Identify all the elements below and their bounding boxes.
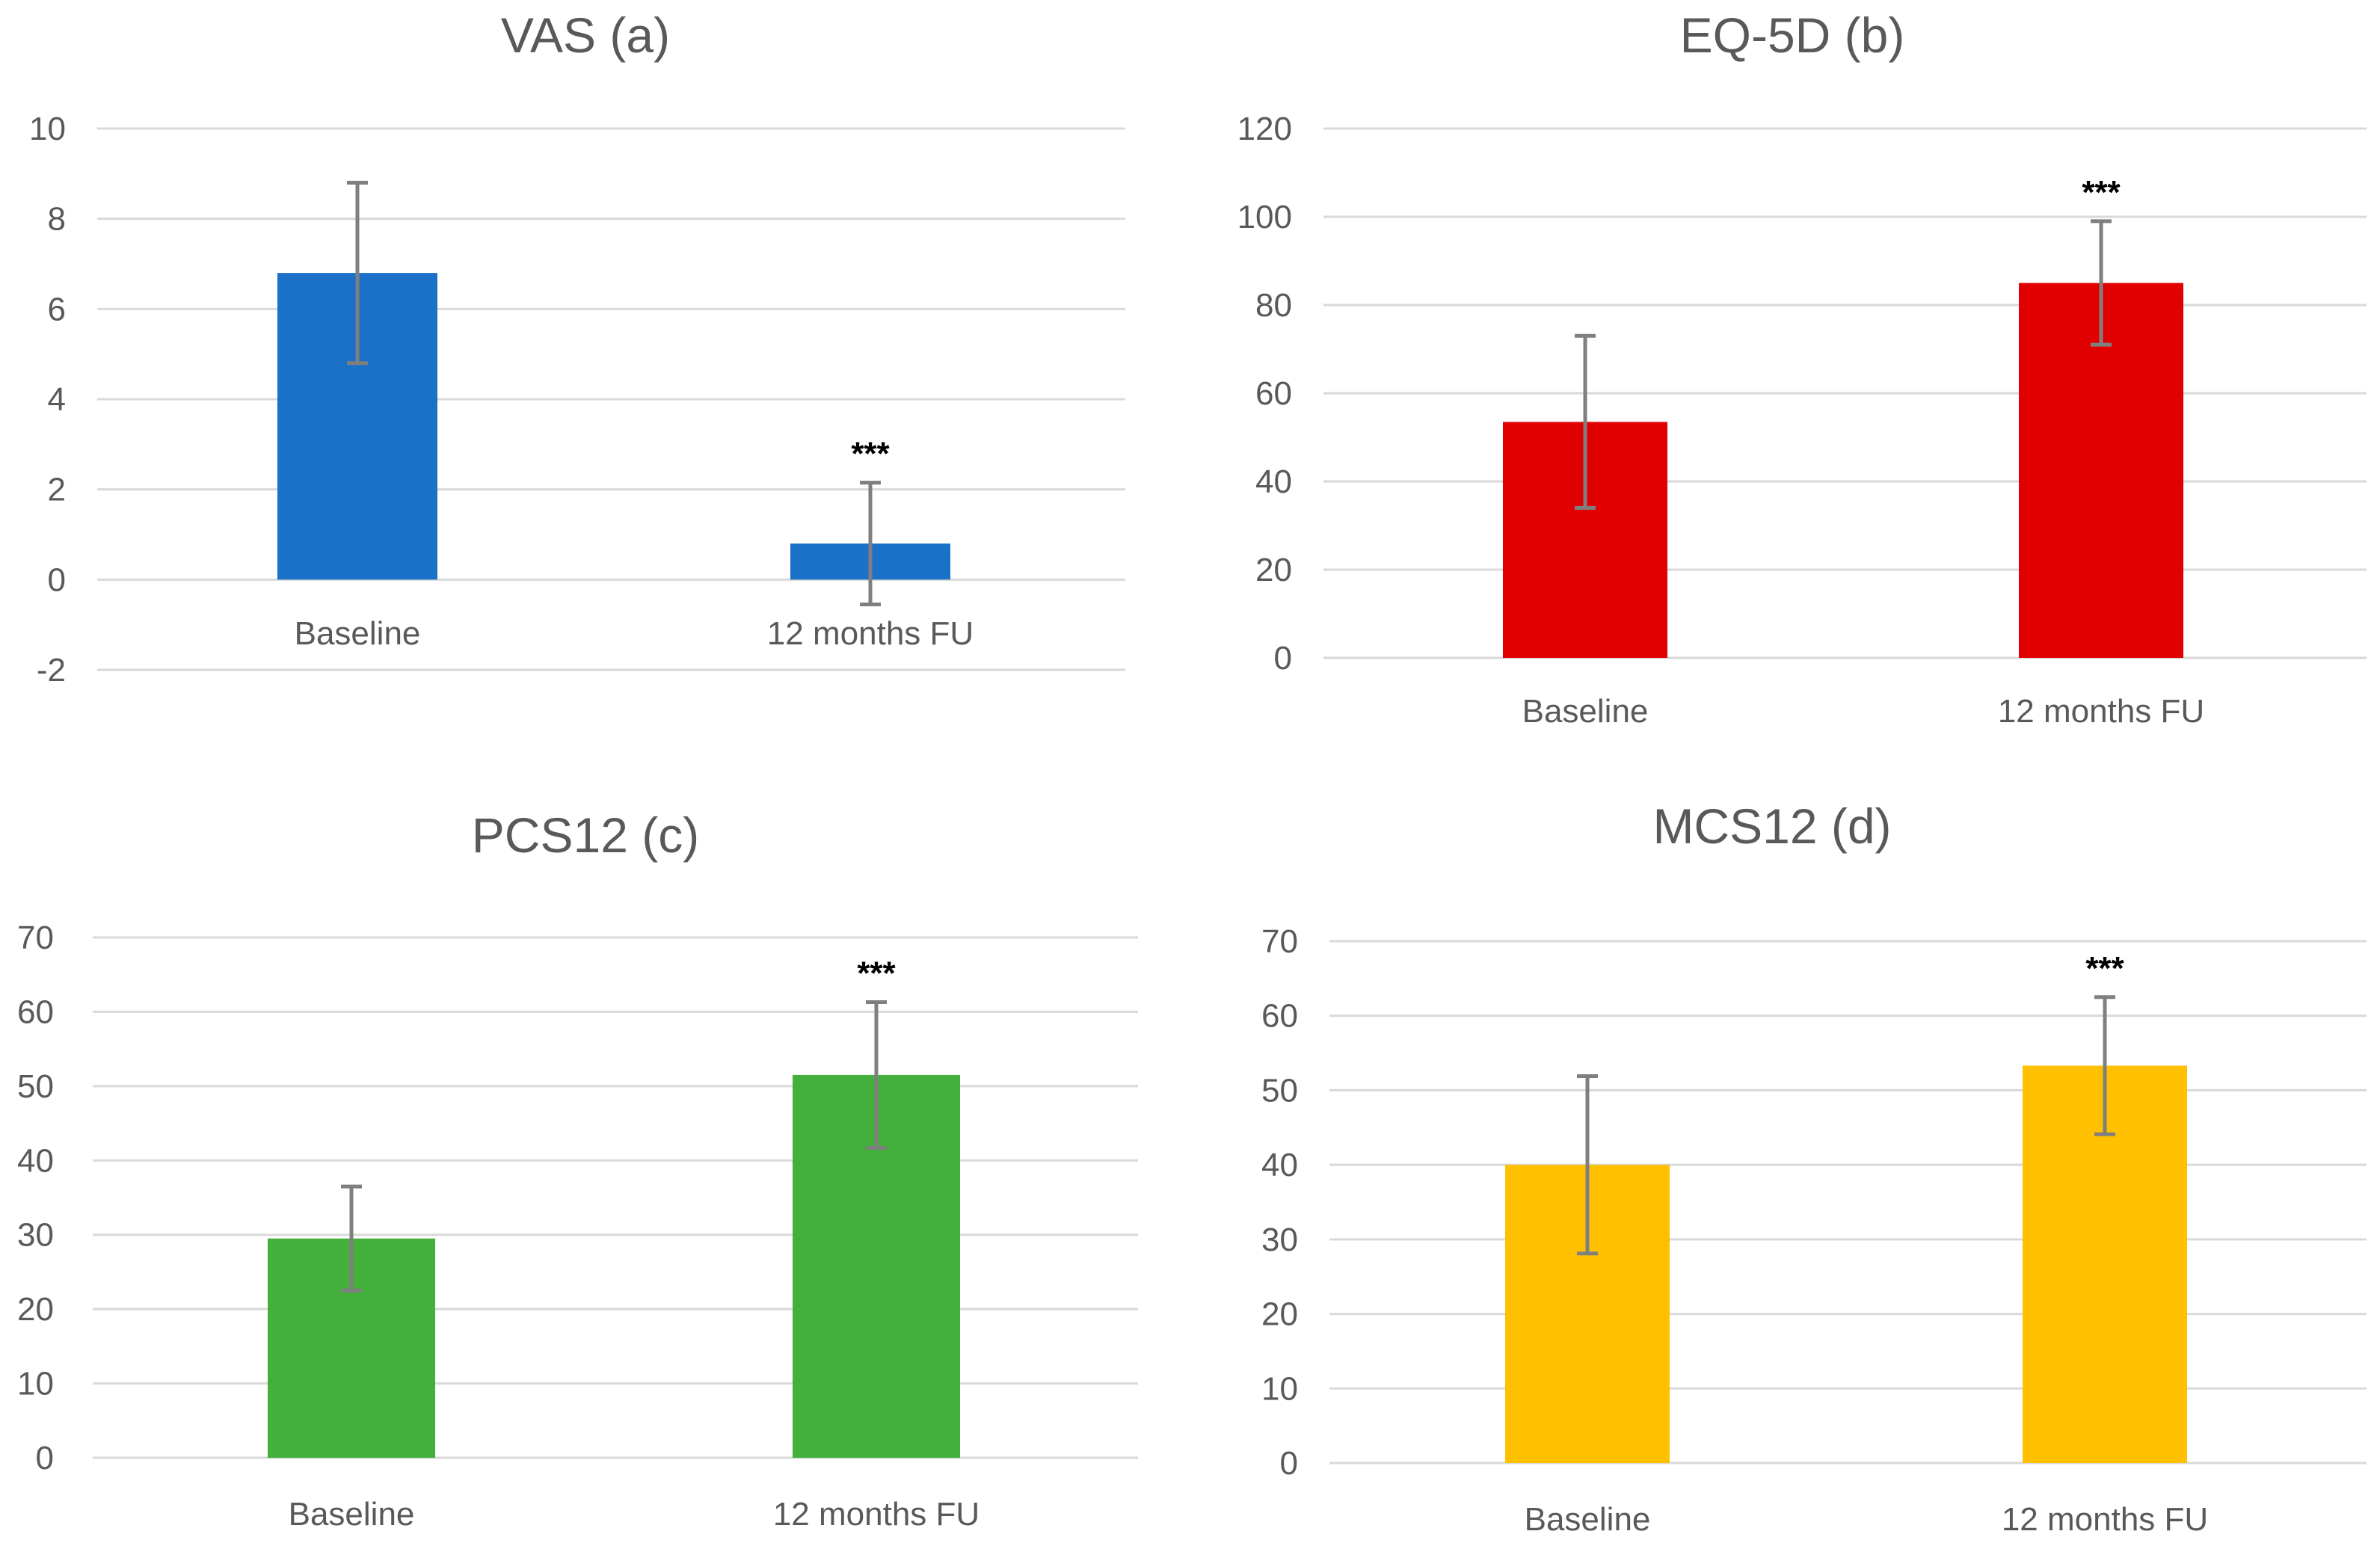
error-bar-1 bbox=[341, 1184, 362, 1293]
y-tick-label: 70 bbox=[17, 920, 54, 956]
error-bar-2 bbox=[2094, 995, 2115, 1136]
chart-panel-1: VAS (a) -2 0 2 4 6 8 10 Baseline *** 12 months FU bbox=[29, 7, 1125, 689]
y-tick-label: 8 bbox=[48, 201, 66, 238]
y-tick-label: 50 bbox=[1261, 1072, 1298, 1109]
chart-title: PCS12 (c) bbox=[472, 807, 699, 863]
chart-title: VAS (a) bbox=[501, 7, 670, 63]
y-tick-label: 20 bbox=[1255, 552, 1292, 588]
x-category-label: 12 months FU bbox=[773, 1496, 980, 1533]
y-tick-label: 50 bbox=[17, 1068, 54, 1105]
significance-marker: *** bbox=[2085, 950, 2124, 987]
y-tick-label: 30 bbox=[1261, 1222, 1298, 1258]
y-tick-label: 0 bbox=[1280, 1445, 1298, 1482]
y-tick-label: 10 bbox=[1261, 1370, 1298, 1407]
x-category-label: 12 months FU bbox=[767, 615, 974, 652]
y-tick-label: 60 bbox=[1255, 375, 1292, 412]
y-tick-label: 0 bbox=[48, 561, 66, 598]
error-bar-1 bbox=[347, 180, 368, 366]
x-category-label: Baseline bbox=[295, 615, 421, 652]
y-tick-label: 10 bbox=[29, 111, 66, 147]
significance-marker: *** bbox=[2082, 174, 2121, 211]
chart-panel-3: PCS12 (c) 0 10 20 30 40 50 60 70 Baseline *** 12 mo… bbox=[17, 807, 1138, 1533]
y-tick-label: 40 bbox=[17, 1142, 54, 1179]
x-category-label: Baseline bbox=[289, 1496, 415, 1533]
y-tick-label: 100 bbox=[1237, 199, 1292, 235]
y-tick-label: 30 bbox=[17, 1217, 54, 1254]
significance-marker: *** bbox=[851, 436, 890, 472]
error-bar-2 bbox=[860, 481, 881, 607]
y-tick-label: 80 bbox=[1255, 287, 1292, 324]
x-category-label: Baseline bbox=[1522, 693, 1649, 730]
y-tick-label: 60 bbox=[1261, 998, 1298, 1035]
y-tick-label: 40 bbox=[1255, 464, 1292, 500]
y-tick-label: 20 bbox=[17, 1291, 54, 1328]
y-tick-label: 0 bbox=[36, 1440, 54, 1476]
chart-title: EQ-5D (b) bbox=[1680, 7, 1905, 63]
chart-panel-4: MCS12 (d) 0 10 20 30 40 50 60 70 Baseline *** 12 mo… bbox=[1261, 798, 2367, 1538]
y-tick-label: 40 bbox=[1261, 1147, 1298, 1183]
y-tick-label: 0 bbox=[1274, 640, 1292, 677]
y-tick-label: 70 bbox=[1261, 923, 1298, 960]
x-category-label: 12 months FU bbox=[1998, 693, 2204, 730]
chart-panel-2: EQ-5D (b) 0 20 40 60 80 100 120 Baseline *** 12 mo… bbox=[1237, 7, 2367, 730]
y-tick-label: 20 bbox=[1261, 1296, 1298, 1333]
error-bar-2 bbox=[2091, 219, 2112, 347]
y-tick-label: 2 bbox=[48, 472, 66, 508]
x-category-label: Baseline bbox=[1525, 1501, 1651, 1538]
error-bar-1 bbox=[1577, 1074, 1598, 1256]
y-tick-label: 6 bbox=[48, 291, 66, 327]
x-category-label: 12 months FU bbox=[2002, 1501, 2208, 1538]
error-bar-1 bbox=[1575, 333, 1596, 510]
y-tick-label: 60 bbox=[17, 994, 54, 1030]
y-tick-label: 10 bbox=[17, 1366, 54, 1402]
y-tick-label: -2 bbox=[37, 652, 66, 689]
chart-title: MCS12 (d) bbox=[1652, 798, 1891, 854]
significance-marker: *** bbox=[857, 955, 896, 992]
error-bar-2 bbox=[866, 1000, 887, 1150]
y-tick-label: 120 bbox=[1237, 111, 1292, 147]
y-tick-label: 4 bbox=[48, 381, 66, 418]
